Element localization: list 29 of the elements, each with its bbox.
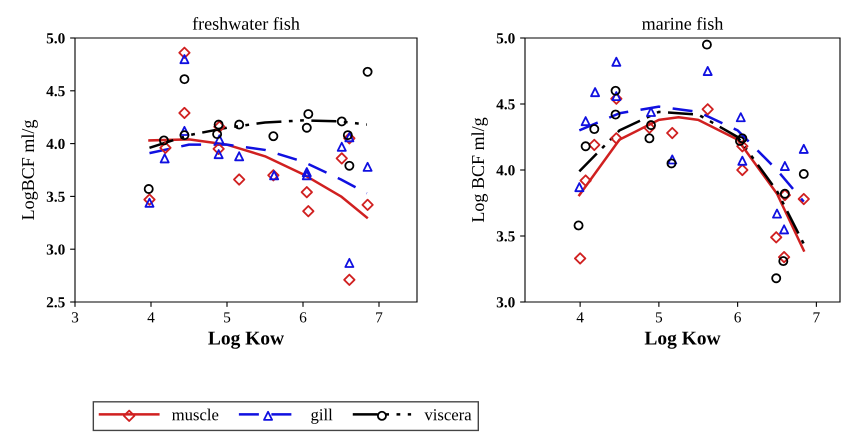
x-tick-label: 3	[72, 312, 78, 322]
legend-label: gill	[311, 408, 332, 424]
x-tick-label: 6	[734, 312, 741, 322]
y-tick-label: 5.0	[496, 33, 515, 44]
x-tick-label: 5	[656, 312, 662, 322]
y-tick-label: 4.0	[496, 165, 515, 176]
y-tick-label: 4.5	[496, 99, 515, 110]
legend-label: viscera	[424, 409, 472, 420]
x-axis-title: Log Kow	[644, 332, 720, 349]
y-tick-label: 4.0	[46, 138, 65, 150]
y-tick-label: 4.5	[46, 86, 65, 96]
x-axis-title: Log Kow	[208, 332, 284, 349]
y-tick-label: 2.5	[46, 297, 65, 308]
y-axis-title: LogBCF ml/g	[21, 120, 38, 220]
y-tick-label: 3.5	[46, 192, 65, 202]
x-tick-label: 6	[300, 312, 306, 322]
y-tick-label: 3.0	[496, 297, 515, 308]
x-tick-label: 7	[814, 312, 820, 322]
x-tick-label: 4	[576, 312, 584, 322]
y-tick-label: 3.5	[496, 231, 515, 242]
y-axis-title: Log BCF ml/g	[471, 118, 488, 222]
chart-title: marine fish	[642, 16, 724, 30]
chart-title: freshwater fish	[192, 16, 300, 30]
x-tick-label: 7	[376, 312, 382, 322]
y-tick-label: 3.0	[46, 244, 65, 255]
y-tick-label: 5.0	[46, 33, 65, 44]
legend-label: muscle	[172, 408, 218, 420]
x-tick-label: 5	[224, 312, 230, 322]
x-tick-label: 4	[147, 312, 155, 322]
